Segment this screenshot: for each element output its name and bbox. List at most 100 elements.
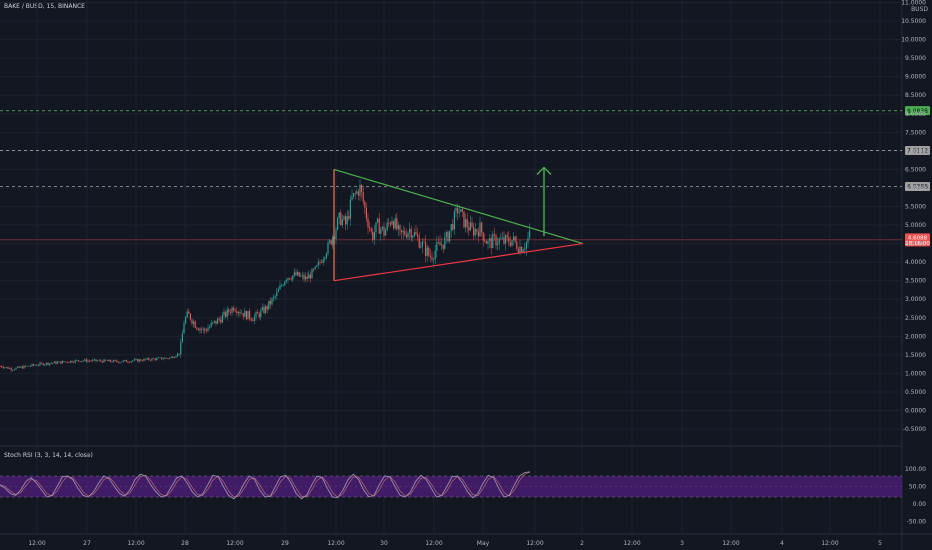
price-tick-label: 1.0000 <box>905 370 926 377</box>
candle-body <box>306 276 308 279</box>
price-tick-label: 7.0000 <box>905 148 926 155</box>
candle-body <box>453 211 455 230</box>
triangle-upper-line <box>333 168 584 245</box>
candle-body <box>329 240 331 243</box>
candle-body <box>417 234 419 237</box>
candle-body <box>405 234 407 238</box>
candle-body <box>471 222 473 228</box>
candle-body <box>281 285 283 287</box>
candle-body <box>266 306 268 310</box>
candle-body <box>196 327 198 329</box>
candle-body <box>511 240 513 246</box>
candle-body <box>20 366 22 368</box>
candle-body <box>253 316 255 321</box>
candle-body <box>122 360 124 362</box>
candle-body <box>73 362 75 363</box>
candle-body <box>529 230 531 238</box>
candle-body <box>354 193 356 194</box>
candle-body <box>348 215 350 219</box>
candle-body <box>271 298 273 305</box>
candle-body <box>436 242 438 251</box>
candle-body <box>244 311 246 317</box>
time-tick-label: 3 <box>680 540 684 547</box>
candle-body <box>393 221 395 229</box>
time-tick-label: 12:00 <box>327 540 344 547</box>
candle-body <box>229 312 231 313</box>
candle-body <box>237 312 239 314</box>
candle-body <box>207 328 209 332</box>
candle-body <box>335 229 337 239</box>
candle-body <box>15 367 17 370</box>
candle-body <box>0 365 1 367</box>
candle-body <box>404 231 406 235</box>
candle-body <box>28 365 30 367</box>
candle-body <box>428 247 430 256</box>
candle-body <box>268 300 270 310</box>
time-tick-label: 12:00 <box>425 540 442 547</box>
candle-body <box>386 222 388 230</box>
time-tick-label: 12:00 <box>722 540 739 547</box>
candle-body <box>319 262 321 263</box>
candle-body <box>111 361 113 363</box>
candle-body <box>351 196 353 200</box>
time-tick-label: 12:00 <box>821 540 838 547</box>
candle-body <box>450 224 452 231</box>
candle-body <box>349 199 351 219</box>
candle-body <box>151 358 153 361</box>
candle-body <box>445 232 447 237</box>
candle-body <box>156 358 158 360</box>
level-badge-label: 7.0112 <box>907 148 928 155</box>
candle-body <box>397 225 399 230</box>
candle-body <box>263 307 265 313</box>
candle-body <box>269 300 271 305</box>
candle-body <box>260 310 262 318</box>
candle-body <box>484 240 486 242</box>
candle-body <box>460 209 462 213</box>
candle-body <box>45 362 47 365</box>
candle-body <box>221 315 223 323</box>
candle-body <box>487 240 489 244</box>
candle-body <box>313 268 315 270</box>
price-tick-label: 4.5000 <box>905 241 926 248</box>
candle-body <box>167 358 169 359</box>
candle-body <box>84 359 86 361</box>
candle-body <box>425 242 427 256</box>
price-tick-label: 3.5000 <box>905 278 926 285</box>
candle-body <box>287 278 289 280</box>
candle-body <box>258 313 260 318</box>
candle-body <box>498 238 500 244</box>
candle-body <box>468 227 470 231</box>
candle-body <box>492 234 494 248</box>
candle-body <box>29 366 31 367</box>
candle-body <box>18 366 20 368</box>
candle-body <box>361 184 363 193</box>
candle-body <box>525 242 527 249</box>
candle-body <box>423 241 425 243</box>
candle-body <box>490 238 492 248</box>
currency-label: BUSD <box>911 6 928 13</box>
candle-body <box>148 358 150 360</box>
level-badge <box>905 233 930 247</box>
candle-body <box>57 362 59 364</box>
candle-body <box>41 362 43 364</box>
candle-body <box>210 322 212 327</box>
price-tick-label: 9.0000 <box>905 74 926 81</box>
candle-body <box>217 318 219 324</box>
candle-body <box>519 246 521 253</box>
time-tick-label: 12:00 <box>28 540 45 547</box>
candle-body <box>493 234 495 236</box>
time-tick-label: 12:00 <box>623 540 640 547</box>
candle-body <box>311 268 313 279</box>
candle-body <box>385 229 387 236</box>
candle-body <box>421 241 423 247</box>
candle-body <box>202 328 204 330</box>
stoch-tick-label: -50.00 <box>907 519 927 526</box>
candle-body <box>276 291 278 297</box>
candle-body <box>105 359 107 361</box>
candle-body <box>401 230 403 233</box>
candle-body <box>308 274 310 279</box>
candle-body <box>481 222 483 233</box>
candle-body <box>500 238 502 240</box>
